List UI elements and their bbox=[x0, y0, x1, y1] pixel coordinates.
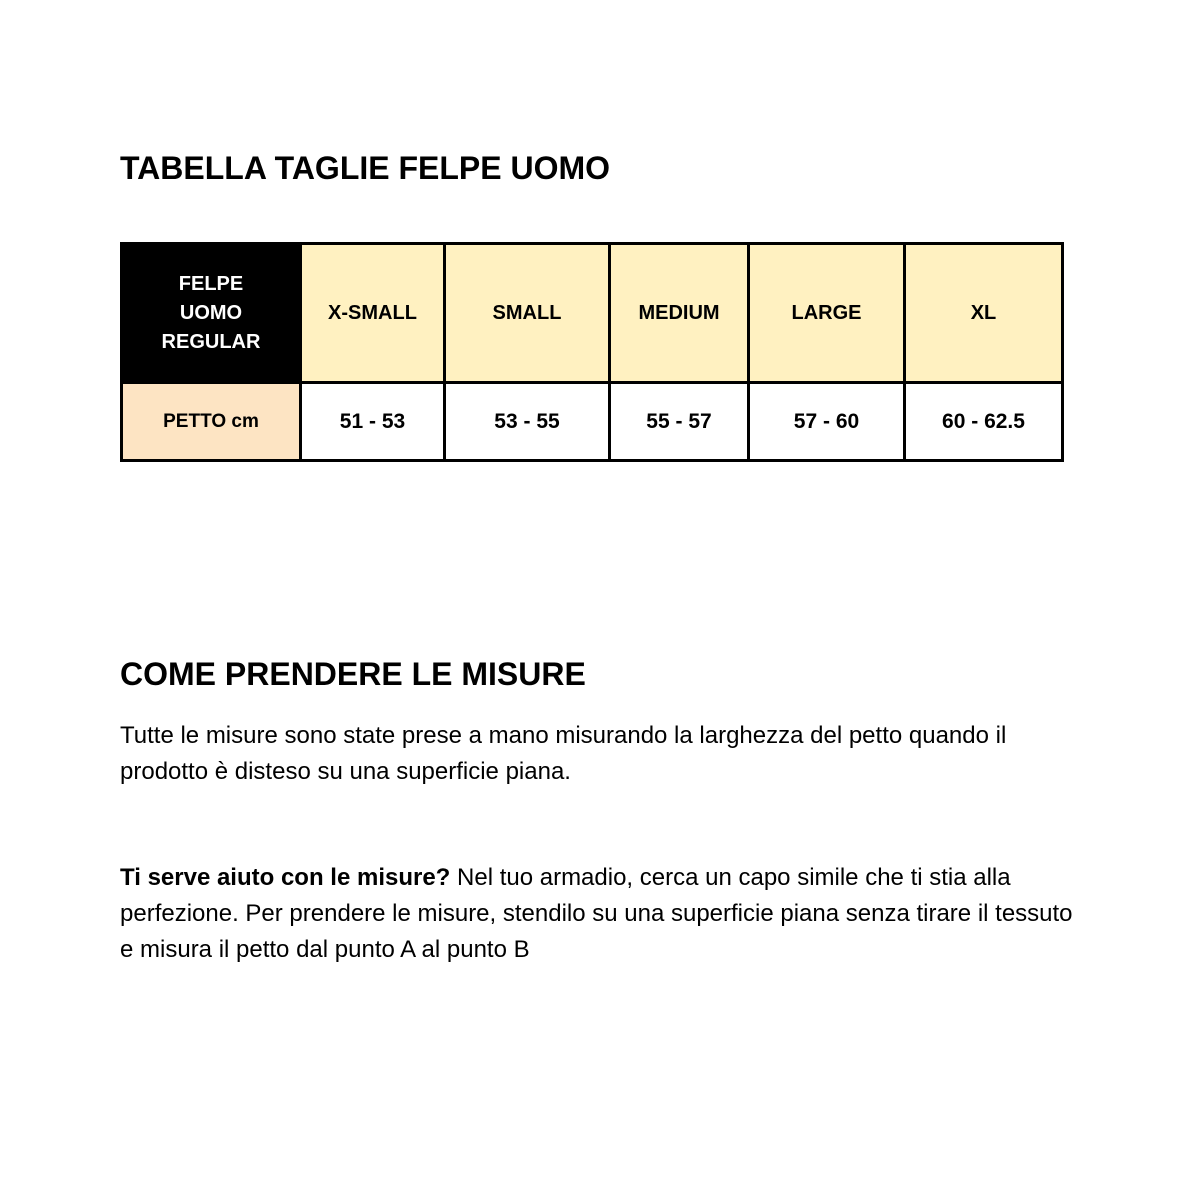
header-cell: XL bbox=[903, 242, 1064, 384]
help-paragraph: Ti serve aiuto con le misure? Nel tuo ar… bbox=[120, 860, 1080, 968]
corner-cell: FELPE UOMO REGULAR bbox=[120, 242, 302, 384]
measure-instructions: Tutte le misure sono state prese a mano … bbox=[120, 722, 1007, 785]
value-cell: 57 - 60 bbox=[747, 381, 906, 462]
header-cell: X-SMALL bbox=[299, 242, 446, 384]
value-cell: 53 - 55 bbox=[443, 381, 611, 462]
value-cell: 60 - 62.5 bbox=[903, 381, 1064, 462]
page-title: TABELLA TAGLIE FELPE UOMO bbox=[120, 150, 611, 186]
table-header-row: FELPE UOMO REGULAR X-SMALL SMALL MEDIUM … bbox=[120, 242, 1064, 384]
row-label: PETTO cm bbox=[120, 381, 302, 462]
corner-label: FELPE UOMO REGULAR bbox=[161, 272, 261, 353]
header-cell: MEDIUM bbox=[608, 242, 750, 384]
help-text: Nel tuo armadio, cerca un capo simile ch… bbox=[120, 864, 1073, 963]
size-table: FELPE UOMO REGULAR X-SMALL SMALL MEDIUM … bbox=[120, 242, 1064, 462]
header-cell: LARGE bbox=[747, 242, 906, 384]
value-cell: 55 - 57 bbox=[608, 381, 750, 462]
header-cell: SMALL bbox=[443, 242, 611, 384]
value-cell: 51 - 53 bbox=[299, 381, 446, 462]
help-lead: Ti serve aiuto con le misure? bbox=[120, 864, 451, 891]
section-title: COME PRENDERE LE MISURE bbox=[120, 656, 586, 692]
table-row: PETTO cm 51 - 53 53 - 55 55 - 57 57 - 60… bbox=[120, 381, 1064, 462]
